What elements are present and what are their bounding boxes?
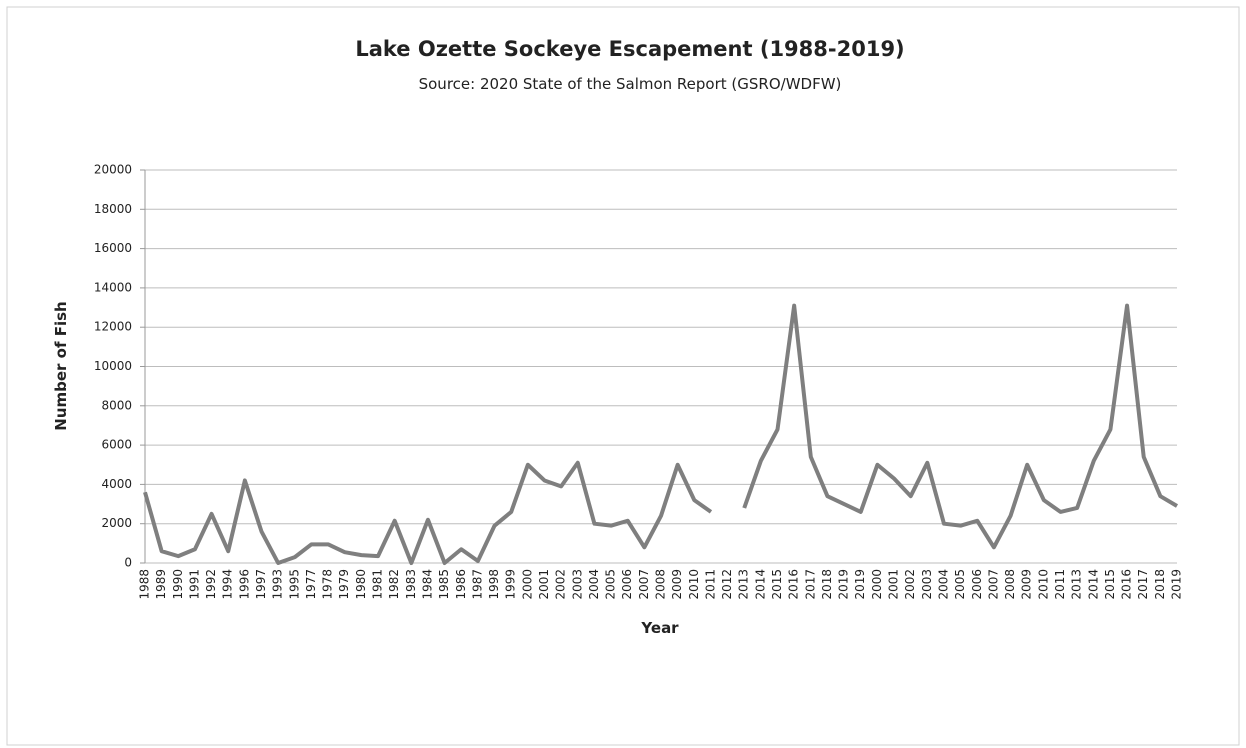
y-tick-label: 0: [124, 556, 132, 570]
x-tick-label: 2000: [520, 569, 534, 600]
x-tick-label: 2008: [654, 569, 668, 600]
x-tick-label: 2001: [537, 569, 551, 600]
x-tick-label: 2009: [670, 569, 684, 600]
x-tick-label: 1980: [354, 569, 368, 600]
x-tick-label: 1985: [437, 569, 451, 600]
x-tick-label: 2002: [554, 569, 568, 600]
x-tick-label: 2006: [970, 569, 984, 600]
x-tick-label: 2005: [953, 569, 967, 600]
x-tick-label: 2017: [1136, 569, 1150, 600]
x-tick-label: 2011: [703, 569, 717, 600]
x-tick-label: 2001: [887, 569, 901, 600]
x-tick-label: 2019: [1170, 569, 1184, 600]
x-tick-label: 2016: [1120, 569, 1134, 600]
x-tick-label: 2018: [1153, 569, 1167, 600]
y-tick-label: 4000: [101, 477, 132, 491]
y-tick-label: 2000: [101, 516, 132, 530]
x-tick-label: 2018: [820, 569, 834, 600]
x-tick-label: 2010: [687, 569, 701, 600]
x-tick-label: 1995: [287, 569, 301, 600]
y-tick-label: 12000: [94, 320, 132, 334]
x-tick-label: 2008: [1003, 569, 1017, 600]
x-tick-label: 2004: [587, 569, 601, 600]
x-tick-label: 2016: [787, 569, 801, 600]
y-tick-label: 6000: [101, 438, 132, 452]
x-tick-label: 2007: [986, 569, 1000, 600]
x-tick-label: 2012: [720, 569, 734, 600]
x-tick-label: 2019: [837, 569, 851, 600]
x-tick-label: 1979: [337, 569, 351, 600]
x-tick-label: 2000: [870, 569, 884, 600]
x-tick-label: 1993: [271, 569, 285, 600]
x-tick-label: 2015: [1103, 569, 1117, 600]
chart-subtitle: Source: 2020 State of the Salmon Report …: [419, 75, 842, 93]
data-line: [143, 303, 1179, 565]
x-tick-label: 2014: [753, 569, 767, 600]
x-tick-label: 2014: [1086, 569, 1100, 600]
x-tick-label: 2013: [737, 569, 751, 600]
x-tick-label: 1988: [138, 569, 152, 600]
x-tick-label: 1998: [487, 569, 501, 600]
x-tick-label: 1978: [321, 569, 335, 600]
x-tick-label: 2011: [1053, 569, 1067, 600]
y-tick-label: 18000: [94, 202, 132, 216]
chart-title: Lake Ozette Sockeye Escapement (1988-201…: [355, 37, 904, 61]
y-axis-label: Number of Fish: [52, 301, 70, 430]
x-axis-label: Year: [640, 619, 679, 637]
x-tick-label: 1983: [404, 569, 418, 600]
x-tick-label: 2004: [936, 569, 950, 600]
x-tick-label: 1982: [387, 569, 401, 600]
x-tick-label: 2017: [803, 569, 817, 600]
y-tick-label: 16000: [94, 241, 132, 255]
y-tick-label: 14000: [94, 280, 132, 294]
x-tick-label: 2019: [853, 569, 867, 600]
x-tick-label: 2007: [637, 569, 651, 600]
y-tick-label: 10000: [94, 359, 132, 373]
x-tick-label: 2005: [604, 569, 618, 600]
x-tick-label: 2003: [920, 569, 934, 600]
x-tick-label: 2002: [903, 569, 917, 600]
y-tick-label: 20000: [94, 163, 132, 177]
x-tick-label: 2013: [1070, 569, 1084, 600]
x-tick-label: 2003: [570, 569, 584, 600]
x-tick-label: 1991: [187, 569, 201, 600]
x-tick-label: 2010: [1036, 569, 1050, 600]
x-tick-label: 1989: [154, 569, 168, 600]
x-tick-label: 1977: [304, 569, 318, 600]
x-tick-label: 2006: [620, 569, 634, 600]
x-tick-label: 1990: [171, 569, 185, 600]
x-tick-label: 1984: [420, 569, 434, 600]
x-tick-label: 1994: [221, 569, 235, 600]
x-tick-label: 1996: [237, 569, 251, 600]
x-tick-label: 1999: [504, 569, 518, 600]
x-tick-label: 1997: [254, 569, 268, 600]
y-tick-label: 8000: [101, 398, 132, 412]
chart-frame: [6, 6, 1240, 746]
x-tick-label: 2015: [770, 569, 784, 600]
x-tick-label: 2009: [1020, 569, 1034, 600]
x-tick-label: 1992: [204, 569, 218, 600]
x-tick-label: 1987: [470, 569, 484, 600]
x-tick-label: 1986: [454, 569, 468, 600]
x-tick-label: 1981: [371, 569, 385, 600]
